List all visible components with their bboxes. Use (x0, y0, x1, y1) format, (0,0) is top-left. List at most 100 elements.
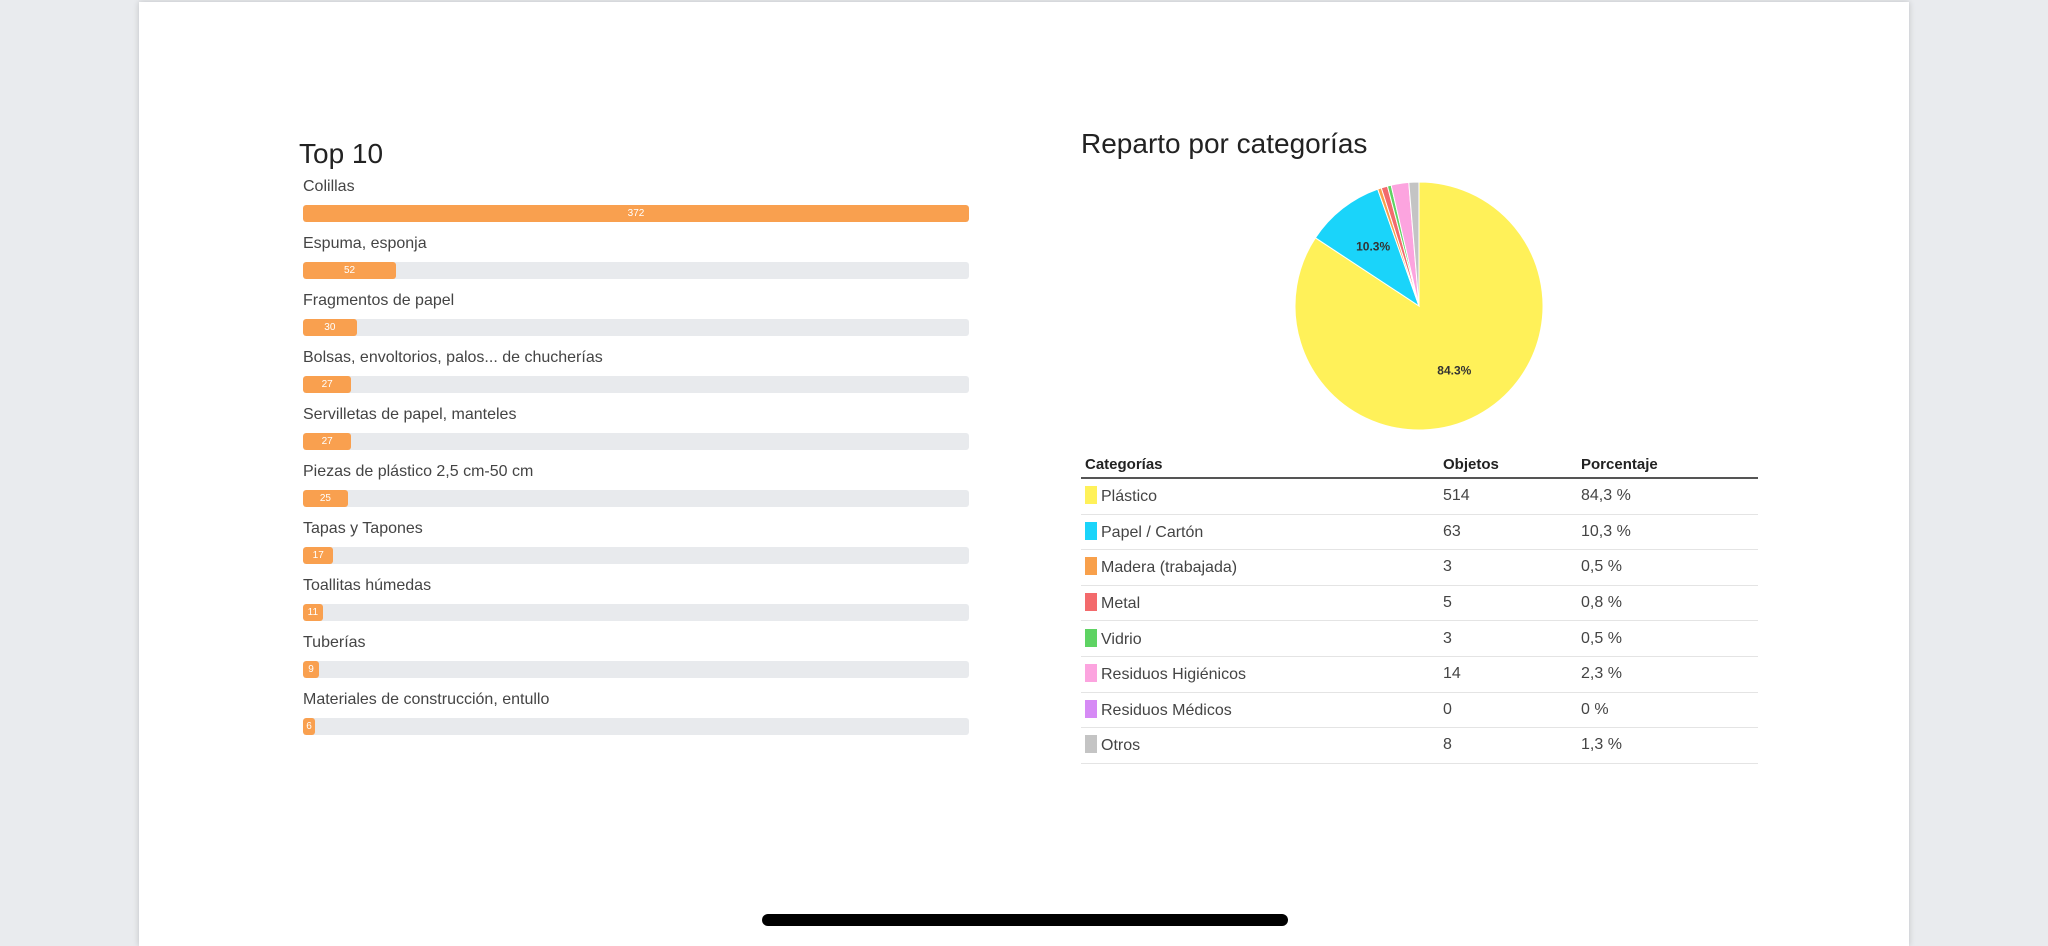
category-cell: Residuos Médicos (1081, 692, 1439, 729)
table-body: Plástico 514 84,3 % Papel / Cartón 63 10,3 % M… (1081, 478, 1758, 764)
categories-section: Reparto por categorías 84.3% 10.3% Catego… (1081, 128, 1761, 764)
bar-label: Colillas (303, 178, 355, 195)
bar-track: 9 (303, 661, 969, 678)
objects-cell: 0 (1439, 692, 1577, 729)
category-cell: Plástico (1081, 478, 1439, 515)
bar-track: 11 (303, 604, 969, 621)
category-color-swatch (1085, 628, 1097, 647)
bar-track: 27 (303, 433, 969, 450)
bar: 11 (303, 604, 323, 621)
table-row: Otros 8 1,3 % (1081, 727, 1758, 764)
category-cell: Madera (trabajada) (1081, 549, 1439, 586)
category-color-swatch (1085, 699, 1097, 718)
bar-item: Toallitas húmedas 11 (299, 577, 979, 634)
percent-cell: 84,3 % (1577, 478, 1758, 515)
percent-cell: 1,3 % (1577, 727, 1758, 764)
bar-track: 17 (303, 547, 969, 564)
top10-title: Top 10 (299, 138, 384, 169)
bar-track: 25 (303, 490, 969, 507)
bar-item: Tuberías 9 (299, 634, 979, 691)
objects-cell: 14 (1439, 656, 1577, 693)
pie-chart: 84.3% 10.3% (1293, 180, 1545, 432)
category-name: Metal (1101, 595, 1141, 613)
categories-title: Reparto por categorías (1081, 128, 1368, 159)
bar: 25 (303, 490, 348, 507)
percent-cell: 10,3 % (1577, 514, 1758, 551)
bar-item: Colillas 372 (299, 178, 979, 235)
objects-cell: 514 (1439, 478, 1577, 515)
category-name: Madera (trabajada) (1101, 559, 1238, 577)
table-header-row: Categorías Objetos Porcentaje (1081, 450, 1758, 479)
pie-slice (1408, 181, 1420, 307)
bar: 52 (303, 262, 397, 279)
objects-cell: 3 (1439, 549, 1577, 586)
table-row: Residuos Médicos 0 0 % (1081, 692, 1758, 729)
bar-item: Piezas de plástico 2,5 cm-50 cm 25 (299, 463, 979, 520)
category-name: Plástico (1101, 488, 1158, 506)
bar: 9 (303, 661, 320, 678)
percent-cell: 0,8 % (1577, 585, 1758, 622)
top10-bars: Colillas 372 Espuma, esponja 52 Fragmentos d… (299, 178, 979, 748)
bar-label: Tuberías (303, 634, 366, 651)
category-name: Papel / Cartón (1101, 523, 1204, 541)
bar-track: 52 (303, 262, 969, 279)
percent-cell: 2,3 % (1577, 656, 1758, 693)
category-color-swatch (1085, 664, 1097, 683)
header-percent: Porcentaje (1577, 450, 1758, 479)
pie-slice (1314, 188, 1420, 308)
bar: 27 (303, 433, 352, 450)
table-row: Residuos Higiénicos 14 2,3 % (1081, 656, 1758, 693)
category-name: Vidrio (1101, 630, 1142, 648)
top10-chart: Top 10 Colillas 372 Espuma, esponja 52 Fragm… (299, 138, 979, 748)
category-color-swatch (1085, 486, 1097, 505)
bar: 372 (303, 205, 969, 222)
objects-cell: 63 (1439, 514, 1577, 551)
objects-cell: 3 (1439, 620, 1577, 657)
bar-value-label: 25 (319, 493, 331, 504)
bar-value-label: 372 (627, 208, 645, 219)
table-row: Metal 5 0,8 % (1081, 585, 1758, 622)
table-row: Papel / Cartón 63 10,3 % (1081, 514, 1758, 551)
category-name: Residuos Médicos (1101, 701, 1232, 719)
category-color-swatch (1085, 521, 1097, 540)
header-categories: Categorías (1081, 450, 1439, 479)
home-indicator[interactable] (762, 914, 1288, 926)
bar: 27 (303, 376, 352, 393)
bar-item: Tapas y Tapones 17 (299, 520, 979, 577)
bar-label: Servilletas de papel, manteles (303, 406, 517, 423)
bar-track: 372 (303, 205, 969, 222)
pie-slice-label: 84.3% (1437, 364, 1471, 378)
category-color-swatch (1085, 735, 1097, 754)
table-row: Madera (trabajada) 3 0,5 % (1081, 549, 1758, 586)
bar: 6 (303, 718, 315, 735)
bar-item: Bolsas, envoltorios, palos... de chucher… (299, 349, 979, 406)
objects-cell: 5 (1439, 585, 1577, 622)
header-objects: Objetos (1439, 450, 1577, 479)
bar-value-label: 6 (306, 721, 312, 732)
category-color-swatch (1085, 593, 1097, 612)
objects-cell: 8 (1439, 727, 1577, 764)
bar-value-label: 9 (308, 664, 314, 675)
bar-label: Toallitas húmedas (303, 577, 432, 594)
categories-table: Categorías Objetos Porcentaje Plástico 51… (1081, 450, 1758, 764)
bar-track: 30 (303, 319, 969, 336)
category-cell: Metal (1081, 585, 1439, 622)
pie-slice-label: 10.3% (1356, 240, 1390, 254)
bar-label: Bolsas, envoltorios, palos... de chucher… (303, 349, 603, 366)
table-row: Plástico 514 84,3 % (1081, 478, 1758, 515)
category-cell: Residuos Higiénicos (1081, 656, 1439, 693)
category-cell: Papel / Cartón (1081, 514, 1439, 551)
bar-item: Fragmentos de papel 30 (299, 292, 979, 349)
percent-cell: 0 % (1577, 692, 1758, 729)
percent-cell: 0,5 % (1577, 549, 1758, 586)
percent-cell: 0,5 % (1577, 620, 1758, 657)
bar-track: 6 (303, 718, 969, 735)
bar-value-label: 17 (312, 550, 324, 561)
bar-label: Piezas de plástico 2,5 cm-50 cm (303, 463, 534, 480)
bar-track: 27 (303, 376, 969, 393)
bar-value-label: 27 (321, 436, 333, 447)
bar-item: Servilletas de papel, manteles 27 (299, 406, 979, 463)
bar-label: Tapas y Tapones (303, 520, 423, 537)
category-name: Otros (1101, 737, 1141, 755)
bar-item: Materiales de construcción, entullo 6 (299, 691, 979, 748)
